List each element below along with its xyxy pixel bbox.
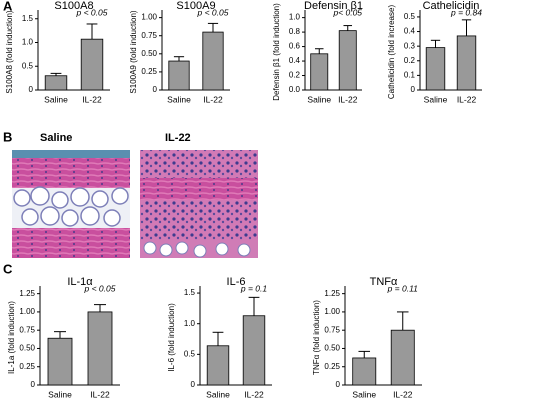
annotation: p = 0.11 bbox=[387, 283, 419, 293]
x-tick-label: Saline bbox=[48, 389, 72, 399]
bar bbox=[425, 47, 446, 91]
y-axis-label: TNFα (fold induction) bbox=[312, 300, 321, 375]
bar bbox=[47, 337, 73, 386]
x-tick-label: IL-22 bbox=[457, 94, 477, 104]
annotation: p < 0.05 bbox=[76, 7, 108, 17]
y-tick-label: 1.00 bbox=[19, 307, 35, 316]
histology-saline bbox=[12, 150, 130, 258]
y-tick-label: 1.5 bbox=[22, 14, 34, 23]
panel-label: A bbox=[3, 0, 13, 13]
x-tick-label: IL-22 bbox=[338, 94, 358, 104]
x-tick-label: Saline bbox=[352, 389, 376, 399]
y-axis-label: IL-1a (fold induction) bbox=[7, 301, 16, 374]
y-tick-label: 0.75 bbox=[19, 325, 35, 334]
bar bbox=[202, 31, 224, 91]
x-tick-label: IL-22 bbox=[203, 94, 223, 104]
y-tick-label: 1.5 bbox=[184, 288, 196, 297]
chart-title: S100A9 bbox=[176, 0, 215, 12]
x-tick-label: IL-22 bbox=[90, 389, 110, 399]
y-tick-label: 1.25 bbox=[324, 289, 340, 298]
image-label: IL-22 bbox=[165, 132, 191, 144]
chart-title: IL-1α bbox=[67, 276, 93, 288]
chart-title: IL-6 bbox=[227, 276, 246, 288]
bar bbox=[352, 357, 377, 386]
bar bbox=[338, 30, 357, 91]
y-axis-label: IL-6 (fold induction) bbox=[167, 303, 176, 372]
x-tick-label: Saline bbox=[307, 94, 331, 104]
annotation: p < 0.05 bbox=[84, 283, 116, 293]
y-tick-label: 0.75 bbox=[141, 31, 157, 40]
bar bbox=[310, 53, 329, 91]
y-tick-label: 0.2 bbox=[404, 56, 416, 65]
y-tick-label: 1.0 bbox=[184, 319, 196, 328]
y-tick-label: 0.1 bbox=[404, 70, 416, 79]
chart-title: TNFα bbox=[370, 276, 398, 288]
y-tick-label: 0 bbox=[29, 85, 34, 94]
y-axis-label: Defensin β1 (fold induction) bbox=[272, 3, 281, 101]
y-tick-label: 0.5 bbox=[22, 61, 34, 70]
chart-title: Defensin β1 bbox=[304, 0, 363, 12]
y-tick-label: 0.5 bbox=[404, 12, 416, 21]
y-axis-label: S100A9 (fold induction) bbox=[129, 10, 138, 94]
y-tick-label: 0.4 bbox=[404, 27, 416, 36]
annotation: p < 0.05 bbox=[197, 7, 229, 17]
y-tick-label: 1.0 bbox=[22, 38, 34, 47]
bar bbox=[242, 315, 266, 386]
y-tick-label: 0.0 bbox=[289, 85, 301, 94]
y-tick-label: 1.25 bbox=[19, 289, 35, 298]
y-tick-label: 1.00 bbox=[324, 307, 340, 316]
x-tick-label: IL-22 bbox=[244, 389, 264, 399]
panel-label: C bbox=[3, 261, 13, 276]
image-label: Saline bbox=[40, 132, 72, 144]
x-tick-label: IL-22 bbox=[393, 389, 413, 399]
chart-title: Cathelicidin bbox=[423, 0, 480, 12]
y-tick-label: 0.25 bbox=[324, 362, 340, 371]
y-tick-label: 0.50 bbox=[19, 344, 35, 353]
x-tick-label: Saline bbox=[167, 94, 191, 104]
y-tick-label: 0.4 bbox=[289, 56, 301, 65]
annotation: p< 0.05 bbox=[332, 7, 362, 17]
y-tick-label: 0 bbox=[31, 380, 36, 389]
histology-il22 bbox=[140, 150, 258, 258]
bar bbox=[44, 75, 68, 91]
y-tick-label: 1.0 bbox=[289, 13, 301, 22]
bar bbox=[168, 60, 190, 91]
y-tick-label: 0 bbox=[153, 85, 158, 94]
y-tick-label: 0 bbox=[336, 380, 341, 389]
y-tick-label: 1.00 bbox=[141, 13, 157, 22]
y-axis-label: Cathelicidin (fold increase) bbox=[387, 5, 396, 100]
y-tick-label: 0.3 bbox=[404, 41, 416, 50]
y-tick-label: 0.25 bbox=[141, 67, 157, 76]
y-tick-label: 0.25 bbox=[19, 362, 35, 371]
bar bbox=[87, 311, 113, 386]
y-tick-label: 0.2 bbox=[289, 71, 301, 80]
y-tick-label: 0 bbox=[411, 85, 416, 94]
annotation: p = 0.1 bbox=[240, 283, 268, 293]
y-tick-label: 0.75 bbox=[324, 325, 340, 334]
x-tick-label: Saline bbox=[424, 94, 448, 104]
x-tick-label: Saline bbox=[206, 389, 230, 399]
annotation: p = 0.84 bbox=[450, 7, 482, 17]
y-axis-label: S100A8 (fold induction) bbox=[5, 10, 14, 94]
y-tick-label: 0.50 bbox=[141, 49, 157, 58]
bar bbox=[456, 35, 477, 91]
bar bbox=[206, 345, 230, 386]
bar bbox=[80, 38, 104, 91]
panel-label: B bbox=[3, 129, 12, 144]
y-tick-label: 0.8 bbox=[289, 27, 301, 36]
y-tick-label: 0 bbox=[191, 380, 196, 389]
x-tick-label: IL-22 bbox=[82, 94, 102, 104]
y-tick-label: 0.6 bbox=[289, 42, 301, 51]
bar bbox=[390, 329, 415, 386]
y-tick-label: 0.5 bbox=[184, 349, 196, 358]
x-tick-label: Saline bbox=[44, 94, 68, 104]
chart-title: S100A8 bbox=[54, 0, 93, 12]
y-tick-label: 0.50 bbox=[324, 344, 340, 353]
